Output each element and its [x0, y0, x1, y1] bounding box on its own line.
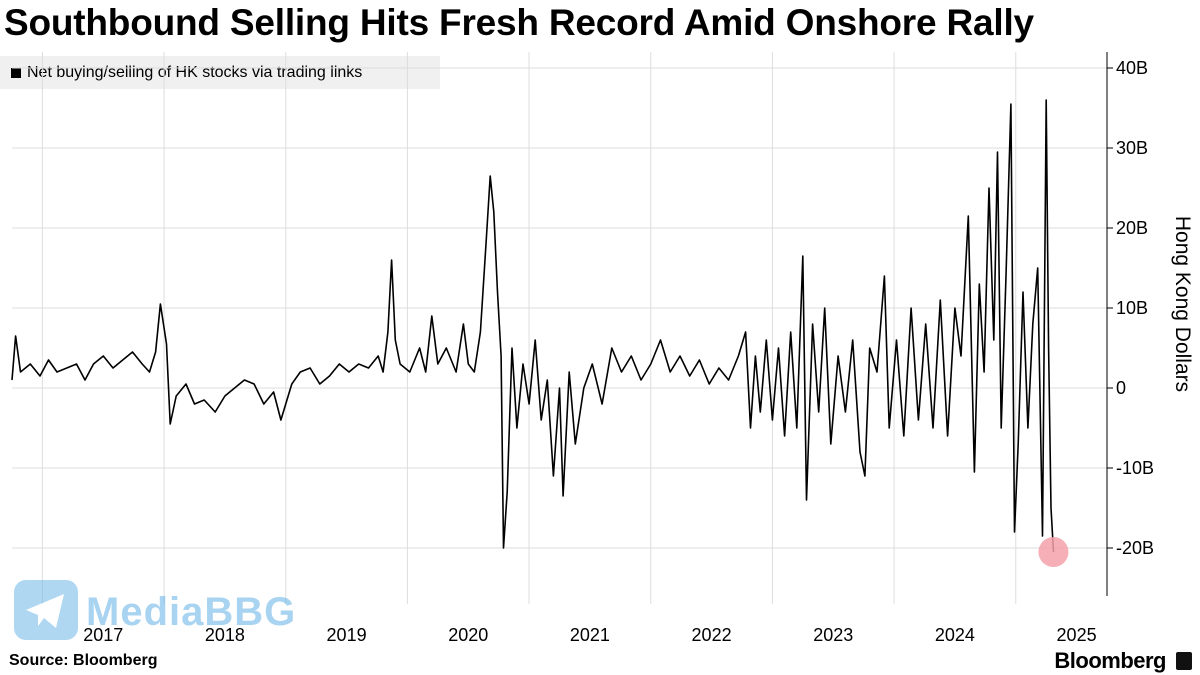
x-tick-label-0: 2017	[83, 625, 123, 645]
x-tick-label-2: 2019	[327, 625, 367, 645]
record-highlight-marker	[1038, 537, 1069, 567]
bloomberg-mark-icon	[1176, 652, 1192, 670]
x-tick-label-4: 2021	[570, 625, 610, 645]
brand-logo: Bloomberg	[1054, 648, 1166, 673]
x-tick-label-6: 2023	[813, 625, 853, 645]
legend-swatch	[11, 67, 21, 78]
telegram-logo-icon	[14, 580, 78, 640]
x-tick-label-7: 2024	[935, 625, 975, 645]
y-tick-label-0: 40B	[1116, 58, 1148, 78]
y-axis-label: Hong Kong Dollars	[1171, 216, 1194, 392]
y-tick-label-5: -10B	[1116, 458, 1154, 478]
y-tick-label-3: 10B	[1116, 298, 1148, 318]
series-line-0	[11, 99, 1055, 553]
legend: Net buying/selling of HK stocks via trad…	[0, 56, 440, 89]
watermark-text: MediaBBG	[86, 590, 297, 634]
x-tick-label-1: 2018	[205, 625, 245, 645]
y-tick-label-2: 20B	[1116, 218, 1148, 238]
x-tick-label-5: 2022	[692, 625, 732, 645]
x-tick-label-8: 2025	[1057, 625, 1097, 645]
source-note: Source: Bloomberg	[9, 652, 158, 669]
y-tick-label-1: 30B	[1116, 138, 1148, 158]
y-tick-label-4: 0	[1116, 378, 1126, 398]
y-tick-label-6: -20B	[1116, 538, 1154, 558]
x-tick-label-3: 2020	[448, 625, 488, 645]
chart-title: Southbound Selling Hits Fresh Record Ami…	[4, 2, 1034, 43]
